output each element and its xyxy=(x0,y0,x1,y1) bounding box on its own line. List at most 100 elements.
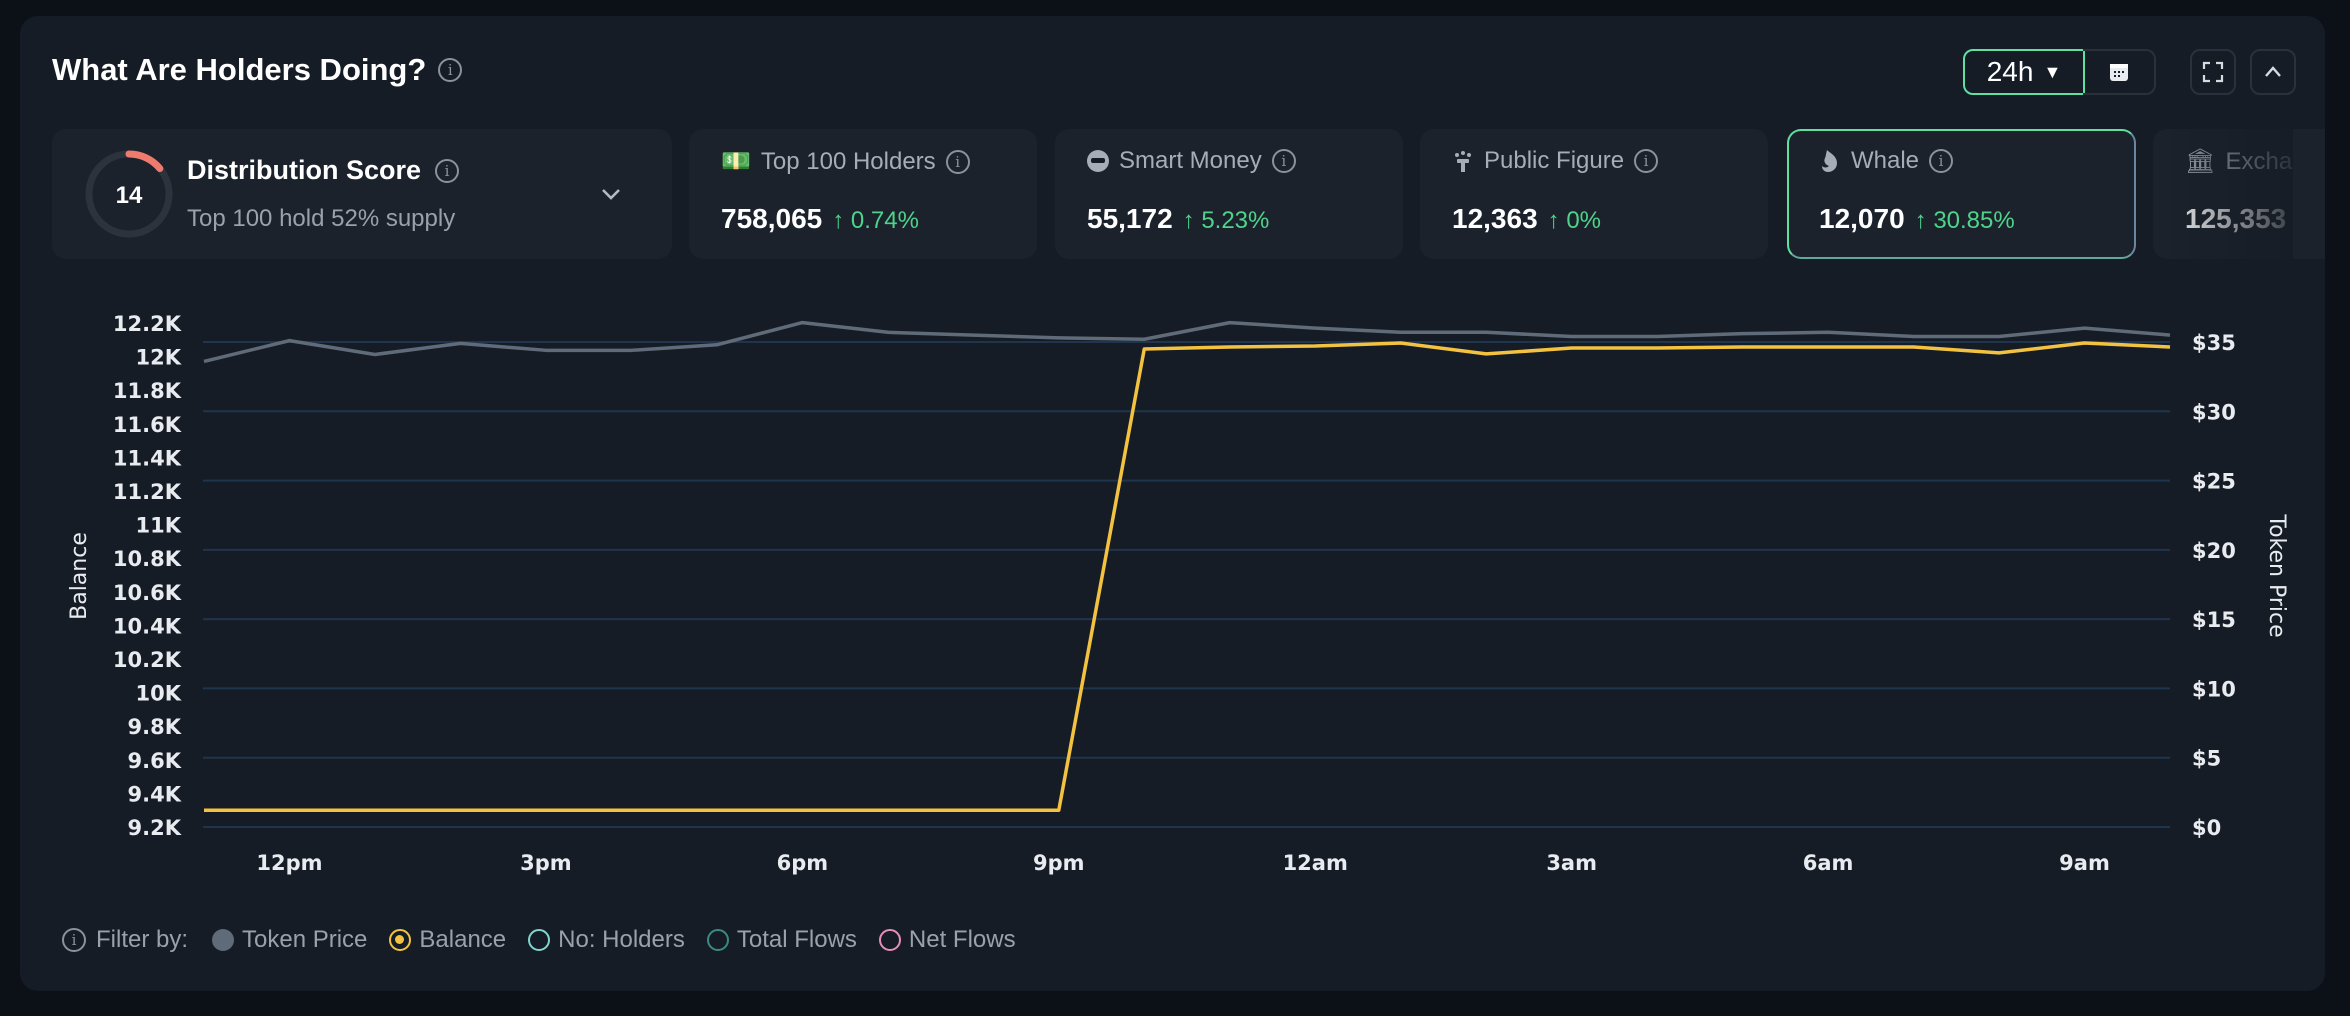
card-value: 55,172 xyxy=(1087,203,1173,234)
left-tick-label: 10.2K xyxy=(113,648,182,672)
sunglasses-icon xyxy=(1087,150,1109,172)
left-tick-label: 11.6K xyxy=(113,413,182,437)
card-top-100-holders[interactable]: 💵 Top 100 Holders i 758,065 ↑ 0.74% xyxy=(689,129,1037,259)
right-tick-label: $35 xyxy=(2192,331,2236,355)
info-icon[interactable]: i xyxy=(62,928,86,952)
left-tick-label: 11.8K xyxy=(113,379,182,403)
x-tick-label: 6pm xyxy=(777,851,829,875)
x-tick-label: 12pm xyxy=(256,851,322,875)
card-change: 5.23% xyxy=(1201,207,1270,234)
legend-label: Balance xyxy=(419,926,507,953)
left-tick-label: 9.4K xyxy=(128,782,182,806)
right-tick-label: $5 xyxy=(2192,747,2221,771)
chart-legend: i Filter by: Token Price Balance No: Hol… xyxy=(62,926,1038,954)
card-value: 12,363 xyxy=(1452,203,1538,234)
info-icon[interactable]: i xyxy=(438,58,463,82)
legend-label: Net Flows xyxy=(908,926,1016,953)
card-value: 12,070 xyxy=(1819,203,1905,234)
chart-series xyxy=(203,320,2171,812)
radio-icon xyxy=(528,929,551,951)
fullscreen-button[interactable] xyxy=(2190,49,2236,95)
info-icon[interactable]: i xyxy=(1634,149,1659,173)
card-change: 0.74% xyxy=(850,207,919,234)
radio-icon xyxy=(706,929,729,951)
collapse-button[interactable] xyxy=(2250,49,2296,95)
chevron-up-icon xyxy=(2265,66,2281,77)
left-tick-label: 11K xyxy=(136,514,182,538)
left-tick-label: 9.8K xyxy=(128,715,182,739)
card-label: Whale xyxy=(1851,147,1920,174)
distribution-title-text: Distribution Score xyxy=(187,155,422,185)
card-change: 30.85% xyxy=(1933,207,2015,234)
series-line-balance xyxy=(204,341,2171,812)
x-tick-label: 3pm xyxy=(520,851,572,875)
left-axis-ticks: 12.2K 12K 11.8K 11.6K 11.4K 11.2K 11K 10.8K 10.6… xyxy=(113,312,182,840)
x-tick-label: 9pm xyxy=(1033,851,1085,875)
card-label: Public Figure xyxy=(1484,147,1625,174)
left-tick-label: 9.6K xyxy=(128,749,182,773)
panel-title: What Are Holders Doing? i xyxy=(52,52,463,88)
x-tick-label: 3am xyxy=(1546,851,1597,875)
public-figure-icon xyxy=(1455,151,1471,172)
fullscreen-icon xyxy=(2202,61,2224,83)
left-tick-label: 10K xyxy=(136,682,182,706)
card-public-figure[interactable]: Public Figure i 12,363 ↑ 0% xyxy=(1420,129,1768,259)
card-change: 0% xyxy=(1566,207,1601,234)
legend-label: No: Holders xyxy=(558,926,685,953)
x-axis-ticks: 12pm 3pm 6pm 9pm 12am 3am 6am 9am xyxy=(256,851,2109,875)
chevron-down-icon[interactable] xyxy=(600,177,622,208)
legend-token-price[interactable]: Token Price xyxy=(212,926,367,954)
chart-grid xyxy=(203,341,2170,828)
radio-selected-icon xyxy=(389,929,412,951)
distribution-score-card[interactable]: 14 Distribution Score i Top 100 hold 52% … xyxy=(52,129,672,259)
left-tick-label: 9.2K xyxy=(128,816,182,840)
score-ring-arc xyxy=(85,150,173,238)
right-tick-label: $20 xyxy=(2192,539,2236,563)
info-icon[interactable]: i xyxy=(435,158,460,183)
right-axis-ticks: $35 $30 $25 $20 $15 $10 $5 $0 xyxy=(2192,331,2236,840)
time-range-dropdown[interactable]: 24h ▼ xyxy=(1963,49,2085,95)
info-icon[interactable]: i xyxy=(945,149,970,174)
left-tick-label: 10.6K xyxy=(113,581,182,605)
right-axis-title: Token Price xyxy=(2264,513,2289,637)
right-tick-label: $30 xyxy=(2192,400,2236,424)
filled-dot-icon xyxy=(212,929,235,951)
legend-balance[interactable]: Balance xyxy=(389,926,506,954)
right-tick-label: $15 xyxy=(2192,608,2236,632)
card-smart-money[interactable]: Smart Money i 55,172 ↑ 5.23% xyxy=(1055,129,1403,259)
left-tick-label: 12.2K xyxy=(113,312,182,336)
distribution-subtitle: Top 100 hold 52% supply xyxy=(187,205,456,232)
card-value: 758,065 xyxy=(721,203,823,234)
info-icon[interactable]: i xyxy=(1929,149,1954,173)
caret-down-icon: ▼ xyxy=(2043,61,2062,82)
series-line-token-price xyxy=(203,320,2171,364)
calendar-button[interactable] xyxy=(2083,49,2156,95)
legend-total-flows[interactable]: Total Flows xyxy=(706,926,857,954)
right-tick-label: $10 xyxy=(2192,677,2236,701)
score-value: 14 xyxy=(116,182,143,209)
left-tick-label: 10.8K xyxy=(113,547,182,571)
score-ring: 14 xyxy=(85,150,173,238)
card-whale[interactable]: Whale i 12,070 ↑ 30.85% xyxy=(1787,129,2136,259)
arrow-up-icon: ↑ xyxy=(832,207,845,234)
calendar-icon xyxy=(2109,64,2128,81)
x-tick-label: 9am xyxy=(2059,851,2110,875)
distribution-title: Distribution Score i xyxy=(187,155,460,186)
arrow-up-icon: ↑ xyxy=(1914,207,1927,234)
legend-label: Total Flows xyxy=(736,926,857,953)
legend-no-holders[interactable]: No: Holders xyxy=(528,926,685,954)
left-tick-label: 11.4K xyxy=(113,446,182,470)
right-tick-label: $0 xyxy=(2192,816,2221,840)
title-text: What Are Holders Doing? xyxy=(52,52,427,87)
left-tick-label: 11.2K xyxy=(113,480,182,504)
x-tick-label: 12am xyxy=(1283,851,1348,875)
cash-icon: 💵 xyxy=(721,148,751,175)
time-range-value: 24h xyxy=(1986,56,2034,87)
legend-net-flows[interactable]: Net Flows xyxy=(878,926,1016,954)
info-icon[interactable]: i xyxy=(1271,149,1296,173)
arrow-up-icon: ↑ xyxy=(1547,207,1560,234)
filter-label: Filter by: xyxy=(96,926,189,953)
legend-label: Token Price xyxy=(242,926,368,953)
right-tick-label: $25 xyxy=(2192,470,2236,494)
